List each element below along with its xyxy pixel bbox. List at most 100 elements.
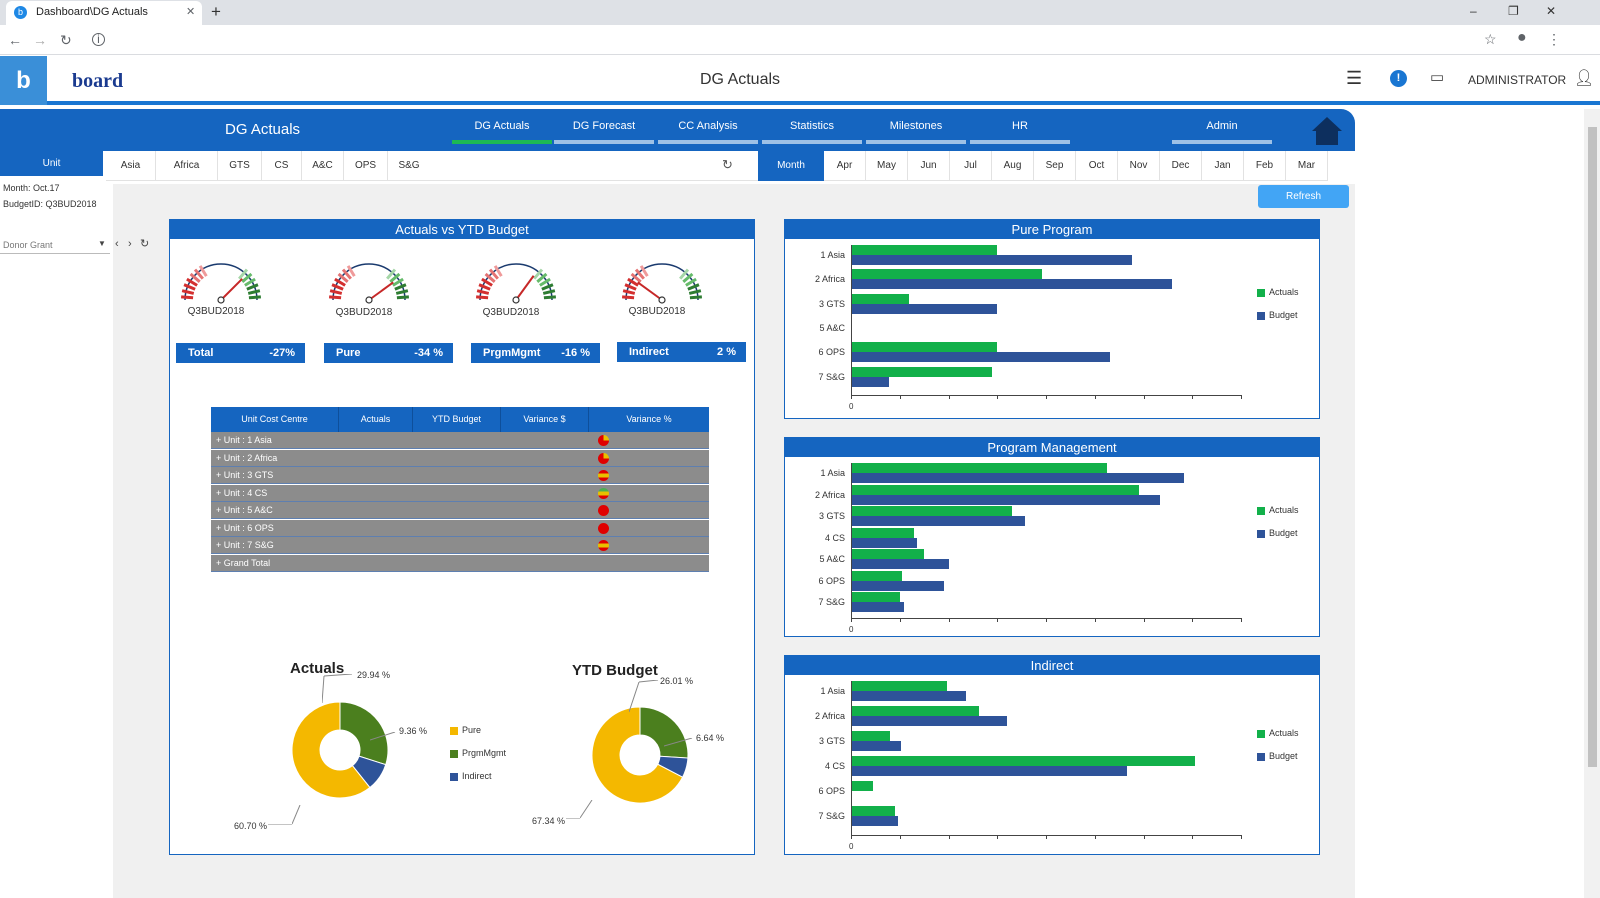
bar-actuals[interactable] — [852, 484, 1139, 495]
bar-budget[interactable] — [852, 255, 1132, 265]
tab-close-icon[interactable]: ✕ — [186, 6, 196, 18]
pie-slice-prgmmgmt[interactable] — [339, 701, 389, 766]
col-header[interactable]: Unit Cost Centre — [211, 407, 339, 432]
user-icon[interactable]: 👤︎ — [1574, 70, 1595, 87]
bar-actuals[interactable] — [852, 731, 890, 741]
bar-budget[interactable] — [852, 473, 1184, 483]
pie-slice-prgmmgmt[interactable] — [639, 706, 689, 759]
pie-slice-pure[interactable] — [291, 701, 371, 799]
row-label[interactable]: + Grand Total — [216, 557, 271, 568]
table-row[interactable]: + Grand Total — [211, 554, 709, 572]
bar-budget[interactable] — [852, 494, 1160, 505]
row-label[interactable]: + Unit : 7 S&G — [216, 540, 274, 550]
table-row[interactable]: + Unit : 7 S&G — [211, 537, 709, 554]
bar-budget[interactable] — [852, 691, 966, 701]
bar-actuals[interactable] — [852, 570, 902, 581]
col-header[interactable]: Variance % — [589, 407, 709, 432]
col-header[interactable]: YTD Budget — [413, 407, 501, 432]
tab-dg-forecast[interactable]: DG Forecast — [554, 120, 654, 144]
refresh-button[interactable]: Refresh — [1258, 185, 1349, 208]
table-row[interactable]: + Unit : 2 Africa — [211, 449, 709, 467]
month-jul[interactable]: Jul — [950, 151, 992, 181]
bar-budget[interactable] — [852, 279, 1172, 290]
month-sep[interactable]: Sep — [1034, 151, 1076, 181]
bar-actuals[interactable] — [852, 592, 900, 602]
table-row[interactable]: + Unit : 3 GTS — [211, 467, 709, 484]
reload-icon[interactable]: ↻ — [60, 32, 72, 48]
bar-budget[interactable] — [852, 559, 949, 569]
donor-grant-select[interactable]: Donor Grant ▼ — [0, 236, 110, 254]
bar-actuals[interactable] — [852, 781, 873, 791]
bar-actuals[interactable] — [852, 706, 979, 716]
unit-sg[interactable]: S&G — [388, 151, 430, 181]
bar-actuals[interactable] — [852, 681, 947, 691]
row-label[interactable]: + Unit : 6 OPS — [216, 522, 274, 533]
table-row[interactable]: + Unit : 4 CS — [211, 484, 709, 502]
unit-reset-icon[interactable]: ↻ — [722, 157, 733, 172]
prev-icon[interactable]: ‹ — [115, 238, 119, 250]
bar-actuals[interactable] — [852, 342, 997, 353]
alert-icon[interactable]: ! — [1390, 70, 1407, 87]
hamburger-menu-icon[interactable]: ☰ — [1346, 68, 1363, 88]
bar-budget[interactable] — [852, 816, 898, 826]
profile-icon[interactable]: ● — [1517, 29, 1527, 46]
bar-actuals[interactable] — [852, 269, 1042, 280]
tab-hr[interactable]: HR — [970, 120, 1070, 144]
unit-cs[interactable]: CS — [262, 151, 302, 181]
col-header[interactable]: Variance $ — [501, 407, 589, 432]
bar-actuals[interactable] — [852, 463, 1107, 473]
month-may[interactable]: May — [866, 151, 908, 181]
bar-actuals[interactable] — [852, 293, 909, 304]
user-name[interactable]: ADMINISTRATOR — [1468, 73, 1567, 87]
bar-actuals[interactable] — [852, 806, 895, 816]
month-mar[interactable]: Mar — [1286, 151, 1328, 181]
table-row[interactable]: + Unit : 1 Asia — [211, 432, 709, 449]
month-feb[interactable]: Feb — [1244, 151, 1286, 181]
tab-cc-analysis[interactable]: CC Analysis — [658, 120, 758, 144]
month-aug[interactable]: Aug — [992, 151, 1034, 181]
new-tab-button[interactable]: + — [211, 2, 221, 21]
bar-actuals[interactable] — [852, 245, 997, 255]
browser-menu-icon[interactable]: ⋮ — [1547, 31, 1561, 47]
board-logo-icon[interactable]: b — [0, 56, 47, 105]
row-label[interactable]: + Unit : 3 GTS — [216, 470, 274, 480]
reset-icon[interactable]: ↻ — [140, 238, 150, 250]
month-nov[interactable]: Nov — [1118, 151, 1160, 181]
bar-actuals[interactable] — [852, 756, 1195, 766]
bar-actuals[interactable] — [852, 366, 992, 377]
close-window-button[interactable]: ✕ — [1546, 4, 1557, 18]
month-jun[interactable]: Jun — [908, 151, 950, 181]
tab-admin[interactable]: Admin — [1172, 120, 1272, 144]
bar-actuals[interactable] — [852, 506, 1012, 516]
bar-budget[interactable] — [852, 352, 1110, 363]
month-oct[interactable]: Oct — [1076, 151, 1118, 181]
tab-dg-actuals[interactable]: DG Actuals — [452, 120, 552, 144]
month-dec[interactable]: Dec — [1160, 151, 1202, 181]
forward-icon[interactable]: → — [33, 32, 47, 48]
col-header[interactable]: Actuals — [339, 407, 413, 432]
row-label[interactable]: + Unit : 1 Asia — [216, 435, 272, 445]
chat-icon[interactable]: ▭ — [1430, 69, 1445, 86]
row-label[interactable]: + Unit : 2 Africa — [216, 452, 278, 463]
scrollbar-thumb[interactable] — [1588, 127, 1597, 767]
tab-statistics[interactable]: Statistics — [762, 120, 862, 144]
back-icon[interactable]: ← — [8, 32, 22, 48]
bar-budget[interactable] — [852, 516, 1025, 526]
unit-gts[interactable]: GTS — [218, 151, 262, 181]
bar-budget[interactable] — [852, 580, 944, 591]
unit-africa[interactable]: Africa — [156, 151, 218, 181]
restore-button[interactable]: ❐ — [1508, 4, 1519, 18]
home-icon[interactable] — [1311, 115, 1343, 147]
table-row[interactable]: + Unit : 5 A&C — [211, 502, 709, 519]
bar-budget[interactable] — [852, 537, 917, 548]
bar-budget[interactable] — [852, 303, 997, 314]
minimize-button[interactable]: – — [1470, 4, 1477, 18]
bar-actuals[interactable] — [852, 527, 914, 538]
bar-budget[interactable] — [852, 376, 889, 387]
address-input[interactable] — [115, 29, 1505, 51]
browser-tab[interactable]: b Dashboard\DG Actuals ✕ — [6, 1, 202, 25]
next-icon[interactable]: › — [128, 238, 132, 250]
bookmark-star-icon[interactable]: ☆ — [1484, 31, 1497, 47]
bar-budget[interactable] — [852, 766, 1127, 776]
row-label[interactable]: + Unit : 5 A&C — [216, 505, 273, 515]
